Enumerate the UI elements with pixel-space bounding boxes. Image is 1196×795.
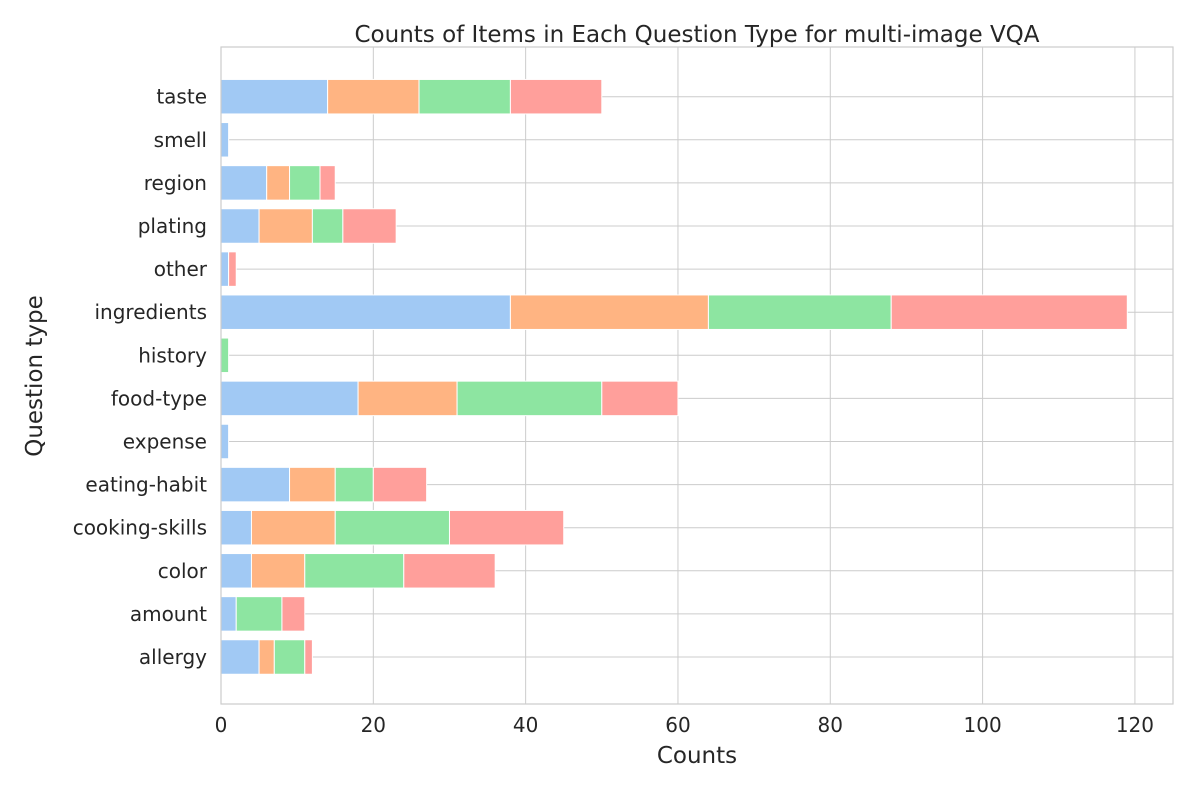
- bar-other-series-4: [228, 251, 237, 287]
- bar-region-series-4: [319, 165, 336, 201]
- bar-expense-series-1: [220, 423, 230, 460]
- bar-eating-habit-series-1: [220, 466, 291, 503]
- bar-food-type-series-4: [601, 380, 679, 417]
- bar-food-type-series-1: [220, 380, 359, 417]
- grid-layer: [220, 47, 1173, 704]
- bar-cooking-skills-series-3: [334, 509, 450, 546]
- y-tick-label-eating-habit: eating-habit: [85, 473, 207, 497]
- bar-cooking-skills-series-4: [448, 509, 565, 546]
- x-tick-label: 60: [665, 713, 690, 737]
- y-tick-label-amount: amount: [130, 602, 207, 626]
- bar-taste-series-4: [509, 78, 603, 115]
- bar-plating-series-4: [342, 208, 397, 244]
- bar-color-series-1: [220, 553, 252, 589]
- bar-taste-series-1: [220, 78, 329, 115]
- bar-amount-series-4: [281, 596, 306, 632]
- bar-plating-series-1: [220, 208, 260, 244]
- y-tick-label-region: region: [144, 171, 207, 195]
- bar-allergy-series-2: [258, 639, 275, 675]
- y-tick-label-allergy: allergy: [139, 645, 207, 669]
- bar-allergy-series-1: [220, 639, 260, 675]
- bar-taste-series-2: [327, 78, 420, 115]
- x-tick-label: 100: [964, 713, 1002, 737]
- bar-color-series-3: [304, 553, 405, 589]
- bars-layer: [220, 78, 1128, 675]
- plot-frame: [220, 46, 1174, 705]
- bar-other-series-1: [220, 251, 230, 287]
- bar-smell-series-1: [220, 122, 230, 158]
- bar-eating-habit-series-2: [289, 466, 336, 503]
- bar-plating-series-3: [311, 208, 344, 244]
- bar-food-type-series-2: [357, 380, 458, 417]
- y-tick-label-color: color: [158, 559, 208, 583]
- y-tick-label-smell: smell: [154, 128, 207, 152]
- y-tick-label-history: history: [138, 343, 207, 367]
- bar-allergy-series-4: [304, 639, 313, 675]
- bar-ingredients-series-4: [890, 294, 1128, 330]
- bar-allergy-series-3: [273, 639, 306, 675]
- bar-ingredients-series-1: [220, 294, 511, 330]
- bar-region-series-2: [266, 165, 291, 201]
- bar-ingredients-series-3: [707, 294, 892, 330]
- bar-eating-habit-series-4: [372, 466, 428, 503]
- bar-color-series-4: [403, 553, 496, 589]
- y-tick-label-ingredients: ingredients: [94, 300, 207, 324]
- bar-ingredients-series-2: [509, 294, 709, 330]
- bar-amount-series-1: [220, 596, 237, 632]
- x-tick-label: 120: [1116, 713, 1154, 737]
- bar-food-type-series-3: [456, 380, 603, 417]
- y-tick-label-other: other: [154, 257, 208, 281]
- chart-title: Counts of Items in Each Question Type fo…: [354, 22, 1039, 48]
- bar-amount-series-3: [235, 596, 283, 632]
- x-ticks: 0 20 40 60 80 100 120: [215, 713, 1154, 737]
- x-tick-label: 80: [818, 713, 843, 737]
- x-tick-label: 40: [513, 713, 538, 737]
- bar-taste-series-3: [418, 78, 511, 115]
- x-tick-label: 0: [215, 713, 228, 737]
- bar-region-series-1: [220, 165, 268, 201]
- bar-plating-series-2: [258, 208, 313, 244]
- x-axis-label: Counts: [657, 743, 737, 769]
- bar-cooking-skills-series-1: [220, 509, 252, 546]
- bar-eating-habit-series-3: [334, 466, 374, 503]
- y-tick-label-cooking-skills: cooking-skills: [73, 516, 207, 540]
- x-tick-label: 20: [361, 713, 386, 737]
- y-tick-label-plating: plating: [138, 214, 207, 238]
- y-tick-label-taste: taste: [156, 85, 207, 109]
- bar-cooking-skills-series-2: [250, 509, 336, 546]
- bar-color-series-2: [250, 553, 306, 589]
- bar-region-series-3: [289, 165, 321, 201]
- y-axis-label: Question type: [22, 295, 48, 457]
- y-category-labels: allergy amount color cooking-skills eating-h…: [73, 85, 208, 669]
- bar-history-series-3: [220, 337, 230, 374]
- y-tick-label-food-type: food-type: [111, 386, 207, 410]
- y-tick-label-expense: expense: [123, 430, 207, 454]
